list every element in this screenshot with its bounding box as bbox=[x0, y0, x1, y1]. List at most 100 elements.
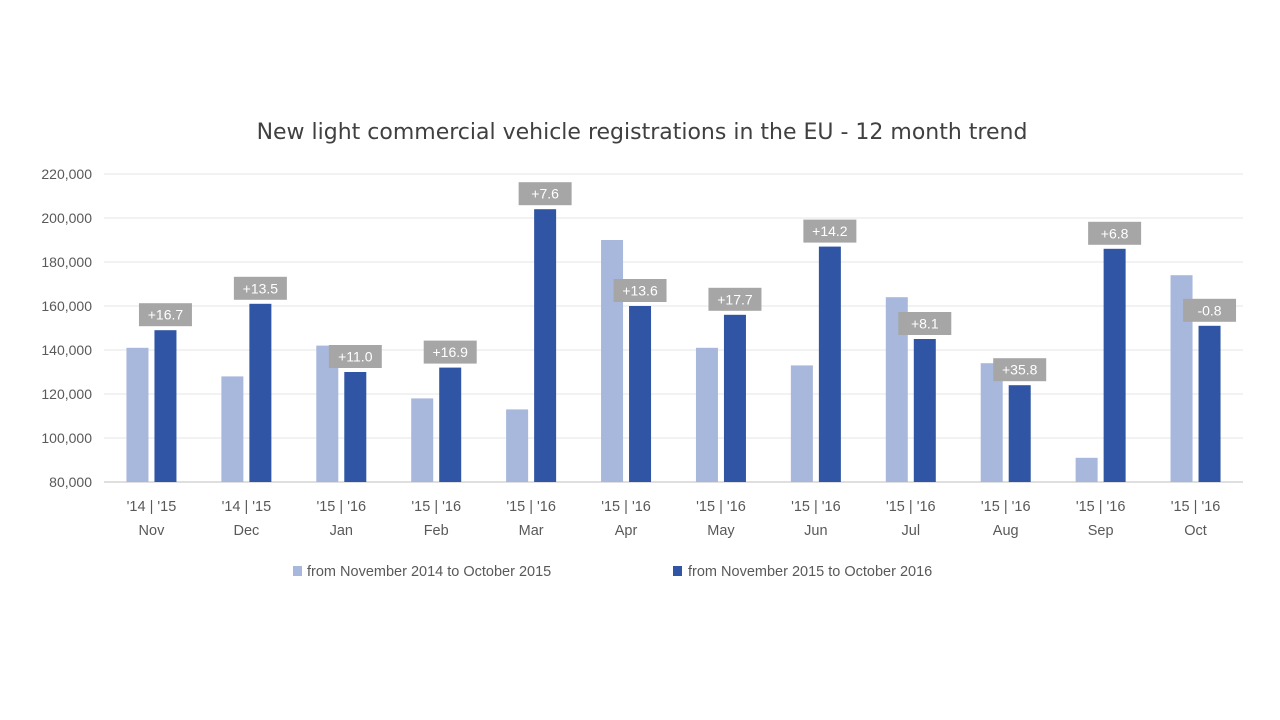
bar-2015-sep bbox=[1075, 457, 1098, 482]
data-label-text: +7.6 bbox=[531, 186, 559, 202]
legend-swatch-2015 bbox=[293, 566, 302, 576]
data-label-box bbox=[328, 345, 382, 368]
bar-2016-may bbox=[723, 314, 746, 482]
data-label-sep: +6.8 bbox=[1088, 221, 1142, 245]
bar-2016-oct bbox=[1198, 325, 1221, 482]
legend-label-2016: from November 2015 to October 2016 bbox=[688, 564, 932, 580]
y-tick-label: 80,000 bbox=[49, 474, 92, 490]
y-tick-label: 220,000 bbox=[41, 166, 92, 182]
data-label-box bbox=[803, 219, 857, 243]
x-tick-month: Mar bbox=[519, 523, 544, 539]
data-label-box bbox=[518, 182, 572, 206]
data-label-box bbox=[138, 303, 192, 327]
data-label-text: -0.8 bbox=[1197, 302, 1221, 318]
data-label-mar: +7.6 bbox=[518, 182, 572, 206]
data-label-box bbox=[993, 358, 1047, 382]
data-label-text: +13.6 bbox=[622, 283, 658, 299]
data-label-nov: +16.7 bbox=[138, 303, 192, 327]
bar-2016-mar bbox=[534, 209, 557, 482]
y-tick-label: 100,000 bbox=[41, 430, 92, 446]
data-label-box bbox=[708, 287, 762, 311]
data-label-text: +16.7 bbox=[148, 307, 184, 323]
bar-2016-feb bbox=[439, 367, 462, 482]
data-label-jan: +11.0 bbox=[328, 345, 382, 368]
data-label-text: +35.8 bbox=[1002, 362, 1038, 378]
data-label-text: +8.1 bbox=[911, 316, 939, 332]
x-tick-month: Jun bbox=[804, 523, 827, 539]
bar-2015-dec bbox=[221, 376, 244, 482]
bar-2015-feb bbox=[411, 398, 434, 482]
x-tick-month: Dec bbox=[233, 523, 259, 539]
data-label-text: +16.9 bbox=[432, 344, 468, 360]
bar-2016-jan bbox=[344, 372, 367, 482]
y-tick-label: 200,000 bbox=[41, 210, 92, 226]
x-tick-month: Oct bbox=[1184, 523, 1207, 539]
data-label-oct: -0.8 bbox=[1183, 298, 1237, 322]
x-tick-years: '15 | '16 bbox=[981, 499, 1031, 515]
legend-swatch-2016 bbox=[673, 566, 682, 576]
chart-title: New light commercial vehicle registratio… bbox=[257, 120, 1028, 145]
x-tick-month: Apr bbox=[615, 523, 638, 539]
y-tick-label: 140,000 bbox=[41, 342, 92, 358]
bar-2015-oct bbox=[1170, 275, 1193, 482]
x-axis: '14 | '15 Nov '14 | '15 Dec '15 | '16 Jan '15 … bbox=[127, 499, 1221, 539]
bar-2015-may bbox=[695, 347, 718, 482]
bar-2015-jan bbox=[316, 345, 339, 482]
data-label-jul: +8.1 bbox=[898, 312, 952, 335]
data-label-apr: +13.6 bbox=[613, 279, 667, 302]
x-tick-years: '15 | '16 bbox=[886, 499, 936, 515]
bar-2015-mar bbox=[506, 409, 529, 482]
data-labels: +16.7 +13.5 +11.0 +16.9 +7.6 +13.6 +17.7 +14.2 +… bbox=[138, 182, 1237, 382]
y-tick-label: 180,000 bbox=[41, 254, 92, 270]
x-tick-month: Jul bbox=[902, 523, 921, 539]
bar-2016-aug bbox=[1008, 385, 1031, 482]
data-label-box bbox=[1088, 221, 1142, 245]
x-tick-years: '15 | '16 bbox=[506, 499, 556, 515]
bar-2015-nov bbox=[126, 347, 149, 482]
x-tick-years: '15 | '16 bbox=[791, 499, 841, 515]
data-label-text: +13.5 bbox=[243, 280, 279, 296]
data-label-aug: +35.8 bbox=[993, 358, 1047, 382]
y-axis: 80,000 100,000 120,000 140,000 160,000 180,00… bbox=[41, 166, 92, 490]
data-label-box bbox=[233, 276, 287, 300]
data-label-box bbox=[1183, 298, 1237, 322]
x-tick-month: Jan bbox=[330, 523, 353, 539]
data-label-text: +14.2 bbox=[812, 223, 848, 239]
bar-2016-jul bbox=[913, 339, 936, 482]
bar-2016-dec bbox=[249, 303, 272, 482]
data-label-jun: +14.2 bbox=[803, 219, 857, 243]
x-tick-years: '15 | '16 bbox=[316, 499, 366, 515]
x-tick-years: '15 | '16 bbox=[411, 499, 461, 515]
bar-2016-jun bbox=[818, 246, 841, 482]
bar-2015-jul bbox=[885, 297, 908, 482]
x-tick-years: '15 | '16 bbox=[601, 499, 651, 515]
x-tick-years: '15 | '16 bbox=[696, 499, 746, 515]
legend-label-2015: from November 2014 to October 2015 bbox=[307, 564, 551, 580]
x-tick-month: Nov bbox=[139, 523, 166, 539]
bar-2016-nov bbox=[154, 330, 177, 482]
bar-2015-jun bbox=[790, 365, 813, 482]
data-label-box bbox=[423, 340, 477, 364]
bar-2015-aug bbox=[980, 363, 1003, 482]
x-tick-month: Sep bbox=[1088, 523, 1114, 539]
y-tick-label: 160,000 bbox=[41, 298, 92, 314]
x-tick-month: May bbox=[707, 523, 735, 539]
y-tick-label: 120,000 bbox=[41, 386, 92, 402]
data-label-box bbox=[613, 279, 667, 302]
data-label-text: +17.7 bbox=[717, 291, 753, 307]
data-label-feb: +16.9 bbox=[423, 340, 477, 364]
data-label-may: +17.7 bbox=[708, 287, 762, 311]
data-label-text: +6.8 bbox=[1101, 225, 1129, 241]
data-label-dec: +13.5 bbox=[233, 276, 287, 300]
x-tick-month: Feb bbox=[424, 523, 449, 539]
data-label-text: +11.0 bbox=[338, 349, 373, 365]
bar-2016-apr bbox=[629, 306, 652, 482]
legend: from November 2014 to October 2015 from … bbox=[293, 564, 932, 580]
bar-2015-apr bbox=[601, 240, 624, 482]
bars bbox=[126, 209, 1221, 482]
bar-2016-sep bbox=[1103, 248, 1126, 482]
data-label-box bbox=[898, 312, 952, 335]
x-tick-years: '14 | '15 bbox=[222, 499, 272, 515]
gridlines bbox=[104, 173, 1243, 483]
